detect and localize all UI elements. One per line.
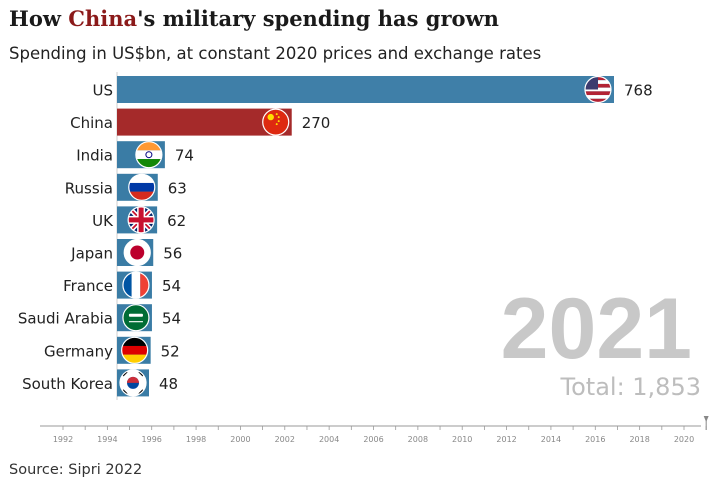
south-korea-flag-icon-part <box>138 371 144 377</box>
us-flag-icon-part <box>585 98 611 103</box>
value-label: 768 <box>624 82 653 100</box>
uk-flag-icon-ring <box>127 206 155 234</box>
value-label: 56 <box>163 245 182 263</box>
timeline-tick-label: 2002 <box>275 435 295 444</box>
china-flag-icon-part <box>275 113 278 116</box>
title-post: 's military spending has grown <box>137 6 499 31</box>
russia-flag-icon-part <box>128 182 155 192</box>
china-flag-icon <box>262 109 289 136</box>
timeline-marker <box>703 416 709 422</box>
south-korea-flag-icon-part <box>138 389 144 395</box>
france-flag-icon-part <box>131 272 141 299</box>
timeline-tick-label: 2010 <box>452 435 472 444</box>
germany-flag-icon-ring <box>121 336 149 364</box>
russia-flag-icon-ring <box>128 173 156 201</box>
chart-title: How China's military spending has grown <box>9 6 499 31</box>
japan-flag-icon-part <box>130 245 145 260</box>
timeline-tick-label: 2016 <box>585 435 605 444</box>
india-flag-icon-part <box>145 151 153 159</box>
category-label: France <box>63 277 113 295</box>
saudi-arabia-flag-icon-ring <box>122 304 150 332</box>
russia-flag-icon-part <box>128 174 155 183</box>
timeline-tick-label: 2006 <box>363 435 383 444</box>
value-label: 63 <box>168 179 187 197</box>
uk-flag-icon <box>128 206 155 233</box>
us-flag-icon-ring <box>584 75 612 104</box>
timeline-tick-label: 2014 <box>541 435 561 444</box>
france-flag-icon-part <box>140 272 149 299</box>
category-label: India <box>76 147 113 165</box>
category-label: China <box>70 114 113 132</box>
china-flag-icon-part <box>262 109 289 136</box>
timeline-tick-label: 1998 <box>186 435 206 444</box>
india-flag-icon-part <box>135 141 162 151</box>
timeline-tick-label: 2008 <box>408 435 428 444</box>
value-label: 270 <box>302 114 331 132</box>
germany-flag-icon-part <box>121 354 148 364</box>
us-flag-icon-part <box>585 95 611 99</box>
japan-flag-icon <box>124 239 151 266</box>
timeline-tick-label: 1994 <box>97 435 117 444</box>
us-flag-icon <box>585 76 611 103</box>
china-flag-icon-part <box>275 123 278 126</box>
india-flag-icon-ring <box>135 141 163 169</box>
value-label: 74 <box>175 147 194 165</box>
timeline-tick-label: 2012 <box>496 435 516 444</box>
china-flag-icon-part <box>277 116 280 119</box>
india-flag-icon <box>135 141 162 168</box>
china-flag-icon-part <box>267 113 274 121</box>
saudi-arabia-flag-icon <box>122 304 149 331</box>
timeline-tick-label: 2004 <box>319 435 339 444</box>
germany-flag-icon-part <box>121 337 148 346</box>
source-note: Source: Sipri 2022 <box>9 462 143 478</box>
title-highlight: China <box>68 6 138 31</box>
category-label: South Korea <box>22 375 113 393</box>
india-flag-icon-part <box>135 150 162 160</box>
france-flag-icon-part <box>122 272 132 299</box>
timeline-tick-label: 2000 <box>230 435 250 444</box>
south-korea-flag-icon-ring <box>119 369 147 397</box>
timeline-tick-label: 1996 <box>142 435 162 444</box>
timeline-tick-label: 1992 <box>53 435 73 444</box>
timeline-tick-label: 2018 <box>629 435 649 444</box>
value-label: 62 <box>167 212 186 230</box>
uk-flag-icon-part <box>128 217 155 223</box>
chart-subtitle: Spending in US$bn, at constant 2020 pric… <box>9 44 542 63</box>
category-label: US <box>92 82 113 100</box>
russia-flag-icon-part <box>128 191 155 201</box>
category-label: Japan <box>70 245 113 263</box>
bar <box>117 76 614 103</box>
germany-flag-icon-part <box>121 345 148 355</box>
south-korea-flag-icon-part <box>127 376 139 383</box>
category-label: Germany <box>44 342 113 360</box>
year-label: 2021 <box>501 281 692 377</box>
title-pre: How <box>9 6 69 31</box>
china-flag-icon-part <box>277 120 280 123</box>
us-flag-icon-part <box>585 91 611 96</box>
value-label: 48 <box>159 375 178 393</box>
timeline-tick-label: 2020 <box>674 435 694 444</box>
saudi-arabia-flag-icon-part <box>122 304 149 331</box>
total-label: Total: 1,853 <box>560 373 701 401</box>
category-label: UK <box>92 212 114 230</box>
category-label: Russia <box>65 179 113 197</box>
japan-flag-icon-ring <box>123 238 151 267</box>
russia-flag-icon <box>128 174 155 201</box>
south-korea-flag-icon <box>120 369 146 396</box>
saudi-arabia-flag-icon-part <box>128 313 143 317</box>
value-label: 54 <box>162 310 181 328</box>
china-flag-icon-ring <box>262 108 290 136</box>
south-korea-flag-icon-part <box>122 389 128 395</box>
france-flag-icon <box>122 272 149 299</box>
germany-flag-icon <box>121 337 148 364</box>
value-label: 52 <box>161 342 180 360</box>
category-label: Saudi Arabia <box>18 310 113 328</box>
france-flag-icon-ring <box>122 271 150 299</box>
south-korea-flag-icon-part <box>122 371 128 377</box>
india-flag-icon-part <box>135 159 162 168</box>
value-label: 54 <box>162 277 181 295</box>
